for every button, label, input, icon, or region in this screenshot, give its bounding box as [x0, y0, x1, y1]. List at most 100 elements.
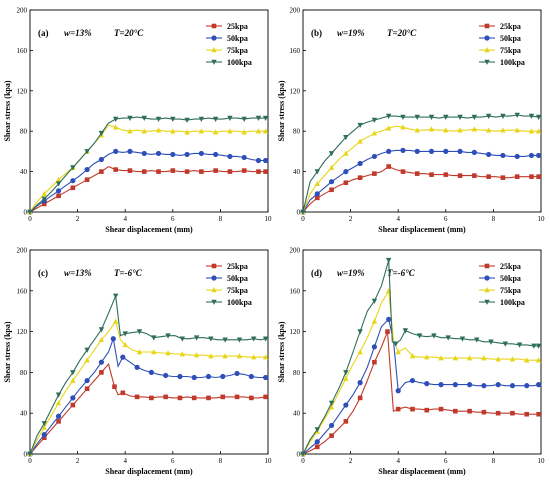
data-point: [177, 395, 183, 401]
data-point: [457, 127, 463, 133]
data-point: [156, 169, 161, 174]
y-tick-label: 160: [17, 47, 28, 55]
data-point: [236, 337, 243, 343]
data-point: [400, 114, 406, 120]
data-point: [428, 114, 435, 120]
data-point: [170, 128, 176, 134]
legend-label: 75kpa: [227, 46, 248, 55]
data-point: [98, 336, 105, 343]
y-tick-label: 200: [290, 7, 301, 15]
data-point: [136, 329, 143, 335]
data-point: [457, 173, 463, 178]
data-point: [179, 336, 186, 342]
legend-marker: [484, 35, 490, 41]
data-point: [409, 377, 416, 384]
data-point: [481, 355, 487, 361]
legend-label: 100kpa: [227, 58, 252, 67]
data-point: [472, 173, 477, 178]
data-point: [184, 117, 190, 123]
legend-label: 75kpa: [500, 286, 521, 295]
panel-label: (b): [311, 28, 322, 38]
y-tick-label: 0: [24, 209, 28, 217]
data-point: [431, 333, 437, 339]
legend-marker: [484, 23, 490, 29]
data-point: [357, 138, 363, 144]
data-point: [328, 404, 335, 410]
chart-panel-4: 0 2 4 6 8 10 0 40 80 120 160 200 Shear displacement …: [277, 247, 545, 477]
y-tick-label: 80: [20, 369, 28, 377]
data-point: [227, 115, 233, 121]
y-tick-label: 120: [17, 328, 28, 336]
data-point: [343, 419, 349, 424]
data-point: [98, 359, 104, 365]
data-point: [198, 150, 204, 157]
data-point: [386, 316, 392, 322]
data-point: [481, 409, 487, 415]
data-point: [248, 373, 254, 380]
data-point: [70, 377, 76, 383]
data-point: [236, 353, 243, 359]
data-point: [438, 355, 444, 361]
legend-item: 100kpa: [206, 298, 252, 307]
data-point: [227, 169, 233, 174]
moisture-label: w=13%: [64, 28, 92, 38]
series-line: [29, 320, 266, 455]
data-point: [535, 114, 542, 120]
data-point: [452, 382, 458, 388]
legend-marker: [484, 275, 490, 281]
legend-label: 50kpa: [500, 34, 521, 43]
data-point: [385, 125, 392, 131]
legend-label: 25kpa: [227, 22, 248, 31]
legend-item: 100kpa: [206, 58, 252, 67]
series-100kpa: [300, 112, 542, 215]
data-point: [343, 375, 349, 381]
data-point: [514, 153, 520, 160]
x-tick-label: 0: [301, 215, 305, 223]
legend-marker: [211, 275, 217, 281]
data-point: [191, 395, 197, 401]
legend-item: 75kpa: [479, 286, 521, 295]
data-point: [127, 148, 133, 154]
data-point: [56, 419, 61, 424]
data-point: [495, 382, 501, 388]
data-point: [314, 439, 320, 445]
data-point: [357, 329, 363, 335]
series-line: [29, 150, 266, 213]
data-point: [112, 293, 119, 299]
legend-item: 75kpa: [206, 286, 248, 295]
x-tick-label: 2: [349, 215, 353, 223]
data-point: [184, 151, 190, 158]
series-line: [302, 331, 539, 455]
data-point: [184, 169, 190, 174]
data-point: [112, 384, 117, 389]
series-line: [302, 125, 539, 213]
series-50kpa: [300, 147, 542, 215]
data-point: [251, 354, 257, 360]
y-tick-label: 40: [20, 168, 28, 176]
series-50kpa: [300, 316, 542, 457]
data-point: [212, 129, 219, 135]
data-point: [55, 413, 62, 419]
legend-label: 25kpa: [227, 262, 248, 271]
data-point: [55, 188, 62, 194]
y-tick-label: 120: [290, 87, 301, 95]
data-point: [385, 113, 392, 119]
data-point: [528, 113, 535, 119]
x-tick-label: 10: [538, 215, 546, 223]
data-point: [136, 349, 143, 355]
x-axis-title: Shear displacement (mm): [105, 467, 193, 476]
data-point: [424, 381, 430, 387]
data-point: [371, 130, 378, 136]
data-point: [386, 148, 392, 154]
data-point: [495, 410, 501, 416]
data-point: [329, 433, 334, 438]
series-line: [302, 114, 539, 213]
data-point: [149, 395, 154, 401]
data-point: [495, 356, 501, 362]
legend-marker: [211, 287, 217, 293]
x-tick-label: 10: [265, 215, 273, 223]
series-75kpa: [300, 124, 542, 215]
data-point: [500, 127, 506, 133]
temperature-label: T=-6°C: [114, 268, 143, 278]
data-point: [179, 351, 186, 357]
